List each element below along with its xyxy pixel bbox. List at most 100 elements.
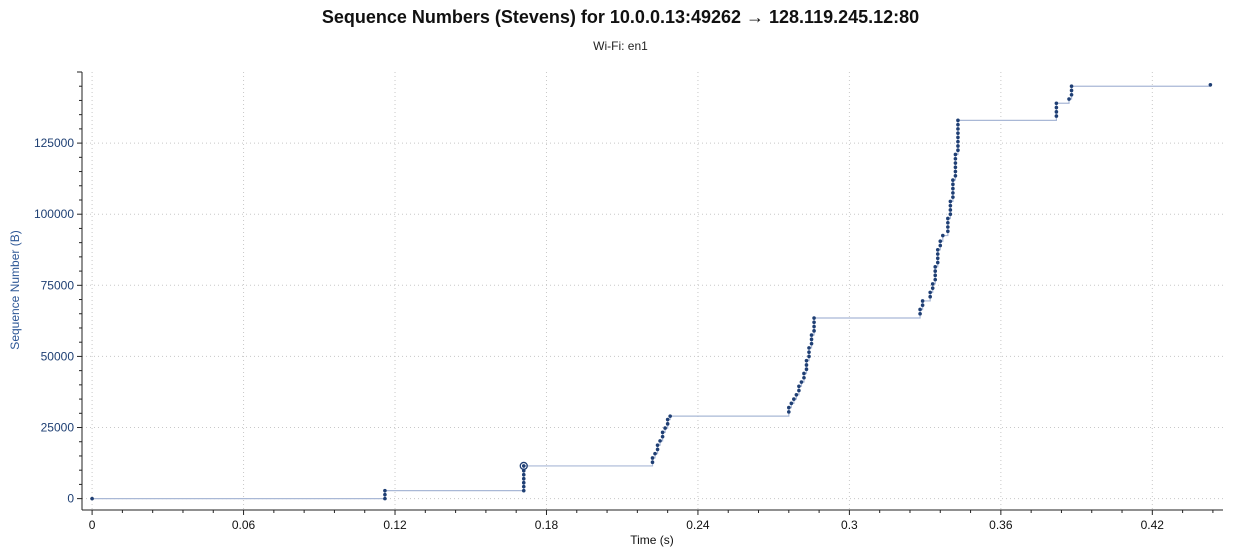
y-tick-label: 0 <box>67 492 74 506</box>
data-point <box>933 265 938 269</box>
x-tick-label: 0 <box>89 518 96 532</box>
data-point <box>953 174 958 178</box>
data-point <box>807 354 811 359</box>
y-axis-ticks: 0 25000 50000 75000 100000 125000 <box>34 71 82 506</box>
step-line <box>92 84 1211 500</box>
data-point <box>930 286 935 290</box>
data-point <box>951 186 955 191</box>
data-point <box>804 367 809 372</box>
data-point <box>521 472 526 477</box>
y-axis-label: Sequence Number (B) <box>8 230 22 349</box>
x-tick-label: 0.36 <box>989 518 1013 532</box>
data-point <box>951 195 955 199</box>
data-point <box>953 169 958 174</box>
data-point <box>946 229 950 234</box>
data-point <box>1069 92 1074 97</box>
data-point <box>521 480 526 485</box>
data-point <box>956 139 960 144</box>
data-point <box>802 371 806 376</box>
data-point <box>807 350 811 354</box>
data-point <box>935 247 940 252</box>
data-point <box>794 393 799 397</box>
data-point <box>948 208 953 212</box>
data-point <box>946 220 950 225</box>
y-tick-label: 25000 <box>41 421 75 435</box>
data-point <box>918 311 922 316</box>
y-tick-label: 75000 <box>41 278 75 292</box>
data-point <box>1054 105 1059 110</box>
data-point <box>938 239 943 244</box>
x-tick-label: 0.18 <box>535 518 559 532</box>
data-point <box>804 358 809 363</box>
data-point <box>935 256 940 261</box>
y-tick-label: 50000 <box>41 349 75 363</box>
data-point <box>655 443 660 447</box>
data-point <box>930 282 935 286</box>
data-point <box>1054 110 1059 114</box>
data-point <box>946 216 950 221</box>
data-point <box>802 375 806 380</box>
data-point <box>935 252 940 256</box>
x-tick-label: 0.24 <box>686 518 710 532</box>
data-point <box>789 401 794 406</box>
axes <box>81 72 1223 511</box>
data-point <box>812 329 816 333</box>
data-point <box>953 156 958 161</box>
data-point <box>655 447 660 452</box>
data-point <box>920 299 925 303</box>
data-point <box>953 152 958 157</box>
data-point <box>809 341 814 346</box>
data-point <box>521 476 526 481</box>
data-point <box>928 290 932 295</box>
data-point <box>383 488 387 493</box>
data-point <box>812 324 816 329</box>
data-point <box>521 484 526 489</box>
data-point <box>660 430 665 435</box>
data-point <box>951 182 955 187</box>
data-points <box>90 82 1213 501</box>
chart-subtitle: Wi-Fi: en1 <box>593 39 648 53</box>
x-tick-label: 0.42 <box>1141 518 1165 532</box>
grid-lines <box>82 72 1223 510</box>
data-point <box>90 496 94 501</box>
data-point <box>946 225 950 229</box>
data-point <box>948 212 953 217</box>
x-tick-label: 0.12 <box>383 518 407 532</box>
data-point <box>933 277 938 282</box>
data-point <box>521 488 526 493</box>
data-point <box>787 405 791 410</box>
data-point <box>928 294 932 299</box>
sequence-step-line <box>92 84 1211 500</box>
data-point <box>1069 88 1074 93</box>
data-point <box>935 260 940 265</box>
data-point <box>812 316 816 320</box>
data-point <box>948 199 953 204</box>
data-point <box>953 161 958 165</box>
data-point <box>658 439 662 443</box>
data-point <box>940 233 945 238</box>
data-point <box>650 460 655 465</box>
data-point <box>797 388 801 393</box>
y-tick-label: 100000 <box>34 207 74 221</box>
data-point <box>383 492 387 497</box>
data-point <box>951 191 955 195</box>
data-point <box>812 320 816 325</box>
data-point <box>948 203 953 208</box>
data-point <box>1054 101 1059 106</box>
data-point <box>668 414 672 418</box>
data-point <box>956 122 960 127</box>
data-point <box>1208 82 1213 87</box>
data-point <box>951 178 955 182</box>
data-point <box>653 451 657 456</box>
data-point <box>809 337 814 342</box>
data-point <box>918 307 922 312</box>
data-point <box>663 426 667 430</box>
x-axis-label: Time (s) <box>630 533 674 547</box>
data-point <box>1067 97 1071 101</box>
data-point <box>938 243 943 248</box>
chart-title: Sequence Numbers (Stevens) for 10.0.0.13… <box>321 7 920 27</box>
data-point <box>807 346 811 350</box>
x-axis-ticks: 0 0.06 0.12 0.18 0.24 0.3 0.36 0.42 <box>89 510 1214 532</box>
data-point <box>1069 84 1074 89</box>
